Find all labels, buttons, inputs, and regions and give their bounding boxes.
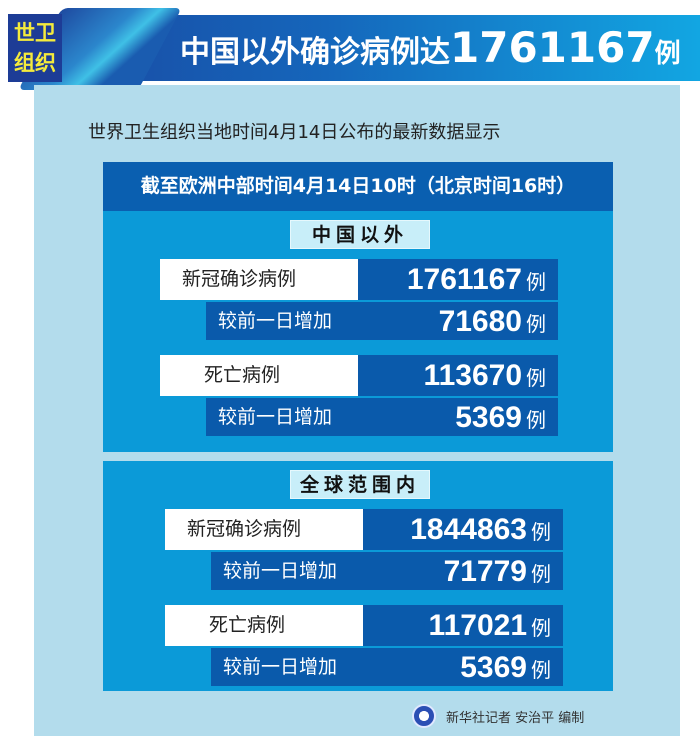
title-text: 中国以外确诊病例达 (180, 35, 450, 70)
xinhua-logo-icon (412, 704, 436, 728)
title-unit: 例 (654, 39, 681, 69)
row-label: 死亡病例 (160, 355, 358, 396)
delta-number: 5369 (460, 651, 527, 684)
row-label: 死亡病例 (165, 605, 363, 646)
delta-number: 5369 (455, 401, 522, 434)
delta-row: 较前一日增加 71680 例 (206, 301, 558, 340)
row-value: 113670 例 (358, 355, 558, 396)
delta-number: 71680 (438, 305, 522, 338)
value-unit: 例 (526, 366, 546, 390)
value-number: 1761167 (406, 263, 522, 296)
delta-label: 较前一日增加 (218, 406, 333, 428)
section-title: 全球范围内 (290, 470, 430, 499)
delta-number: 71779 (443, 555, 527, 588)
row-value: 1844863 例 (363, 509, 563, 550)
delta-row: 较前一日增加 5369 例 (206, 397, 558, 436)
credit-text: 新华社记者 安治平 编制 (446, 710, 585, 726)
badge-line-1: 世卫 (14, 21, 56, 45)
value-unit: 例 (531, 616, 551, 640)
subtitle: 世界卫生组织当地时间4月14日公布的最新数据显示 (88, 122, 501, 143)
time-note: 截至欧洲中部时间4月14日10时（北京时间16时） (103, 162, 613, 211)
delta-row: 较前一日增加 5369 例 (211, 647, 563, 686)
delta-unit: 例 (531, 658, 551, 682)
row-label: 新冠确诊病例 (160, 259, 358, 300)
value-number: 1844863 (410, 513, 527, 546)
value-number: 113670 (423, 359, 522, 392)
delta-unit: 例 (526, 408, 546, 432)
value-number: 117021 (428, 609, 527, 642)
section-outside-china: 截至欧洲中部时间4月14日10时（北京时间16时） 中国以外 新冠确诊病例 17… (103, 162, 613, 452)
title-number: 1761167 (450, 23, 655, 72)
delta-row: 较前一日增加 71779 例 (211, 551, 563, 590)
delta-label: 较前一日增加 (223, 656, 338, 678)
badge-line-2: 组织 (14, 51, 56, 75)
row-value: 1761167 例 (358, 259, 558, 300)
delta-unit: 例 (531, 562, 551, 586)
value-unit: 例 (531, 520, 551, 544)
section-global: 全球范围内 新冠确诊病例 1844863 例 较前一日增加 71779 例 死亡病例 … (103, 461, 613, 691)
delta-label: 较前一日增加 (218, 310, 333, 332)
section-title: 中国以外 (290, 220, 430, 249)
row-value: 117021 例 (363, 605, 563, 646)
delta-label: 较前一日增加 (223, 560, 338, 582)
page-title: 中国以外确诊病例达1761167例 (180, 20, 681, 82)
credit: 新华社记者 安治平 编制 (412, 704, 584, 728)
value-unit: 例 (526, 270, 546, 294)
who-badge: 世卫 组织 (8, 14, 62, 82)
row-label: 新冠确诊病例 (165, 509, 363, 550)
delta-unit: 例 (526, 312, 546, 336)
